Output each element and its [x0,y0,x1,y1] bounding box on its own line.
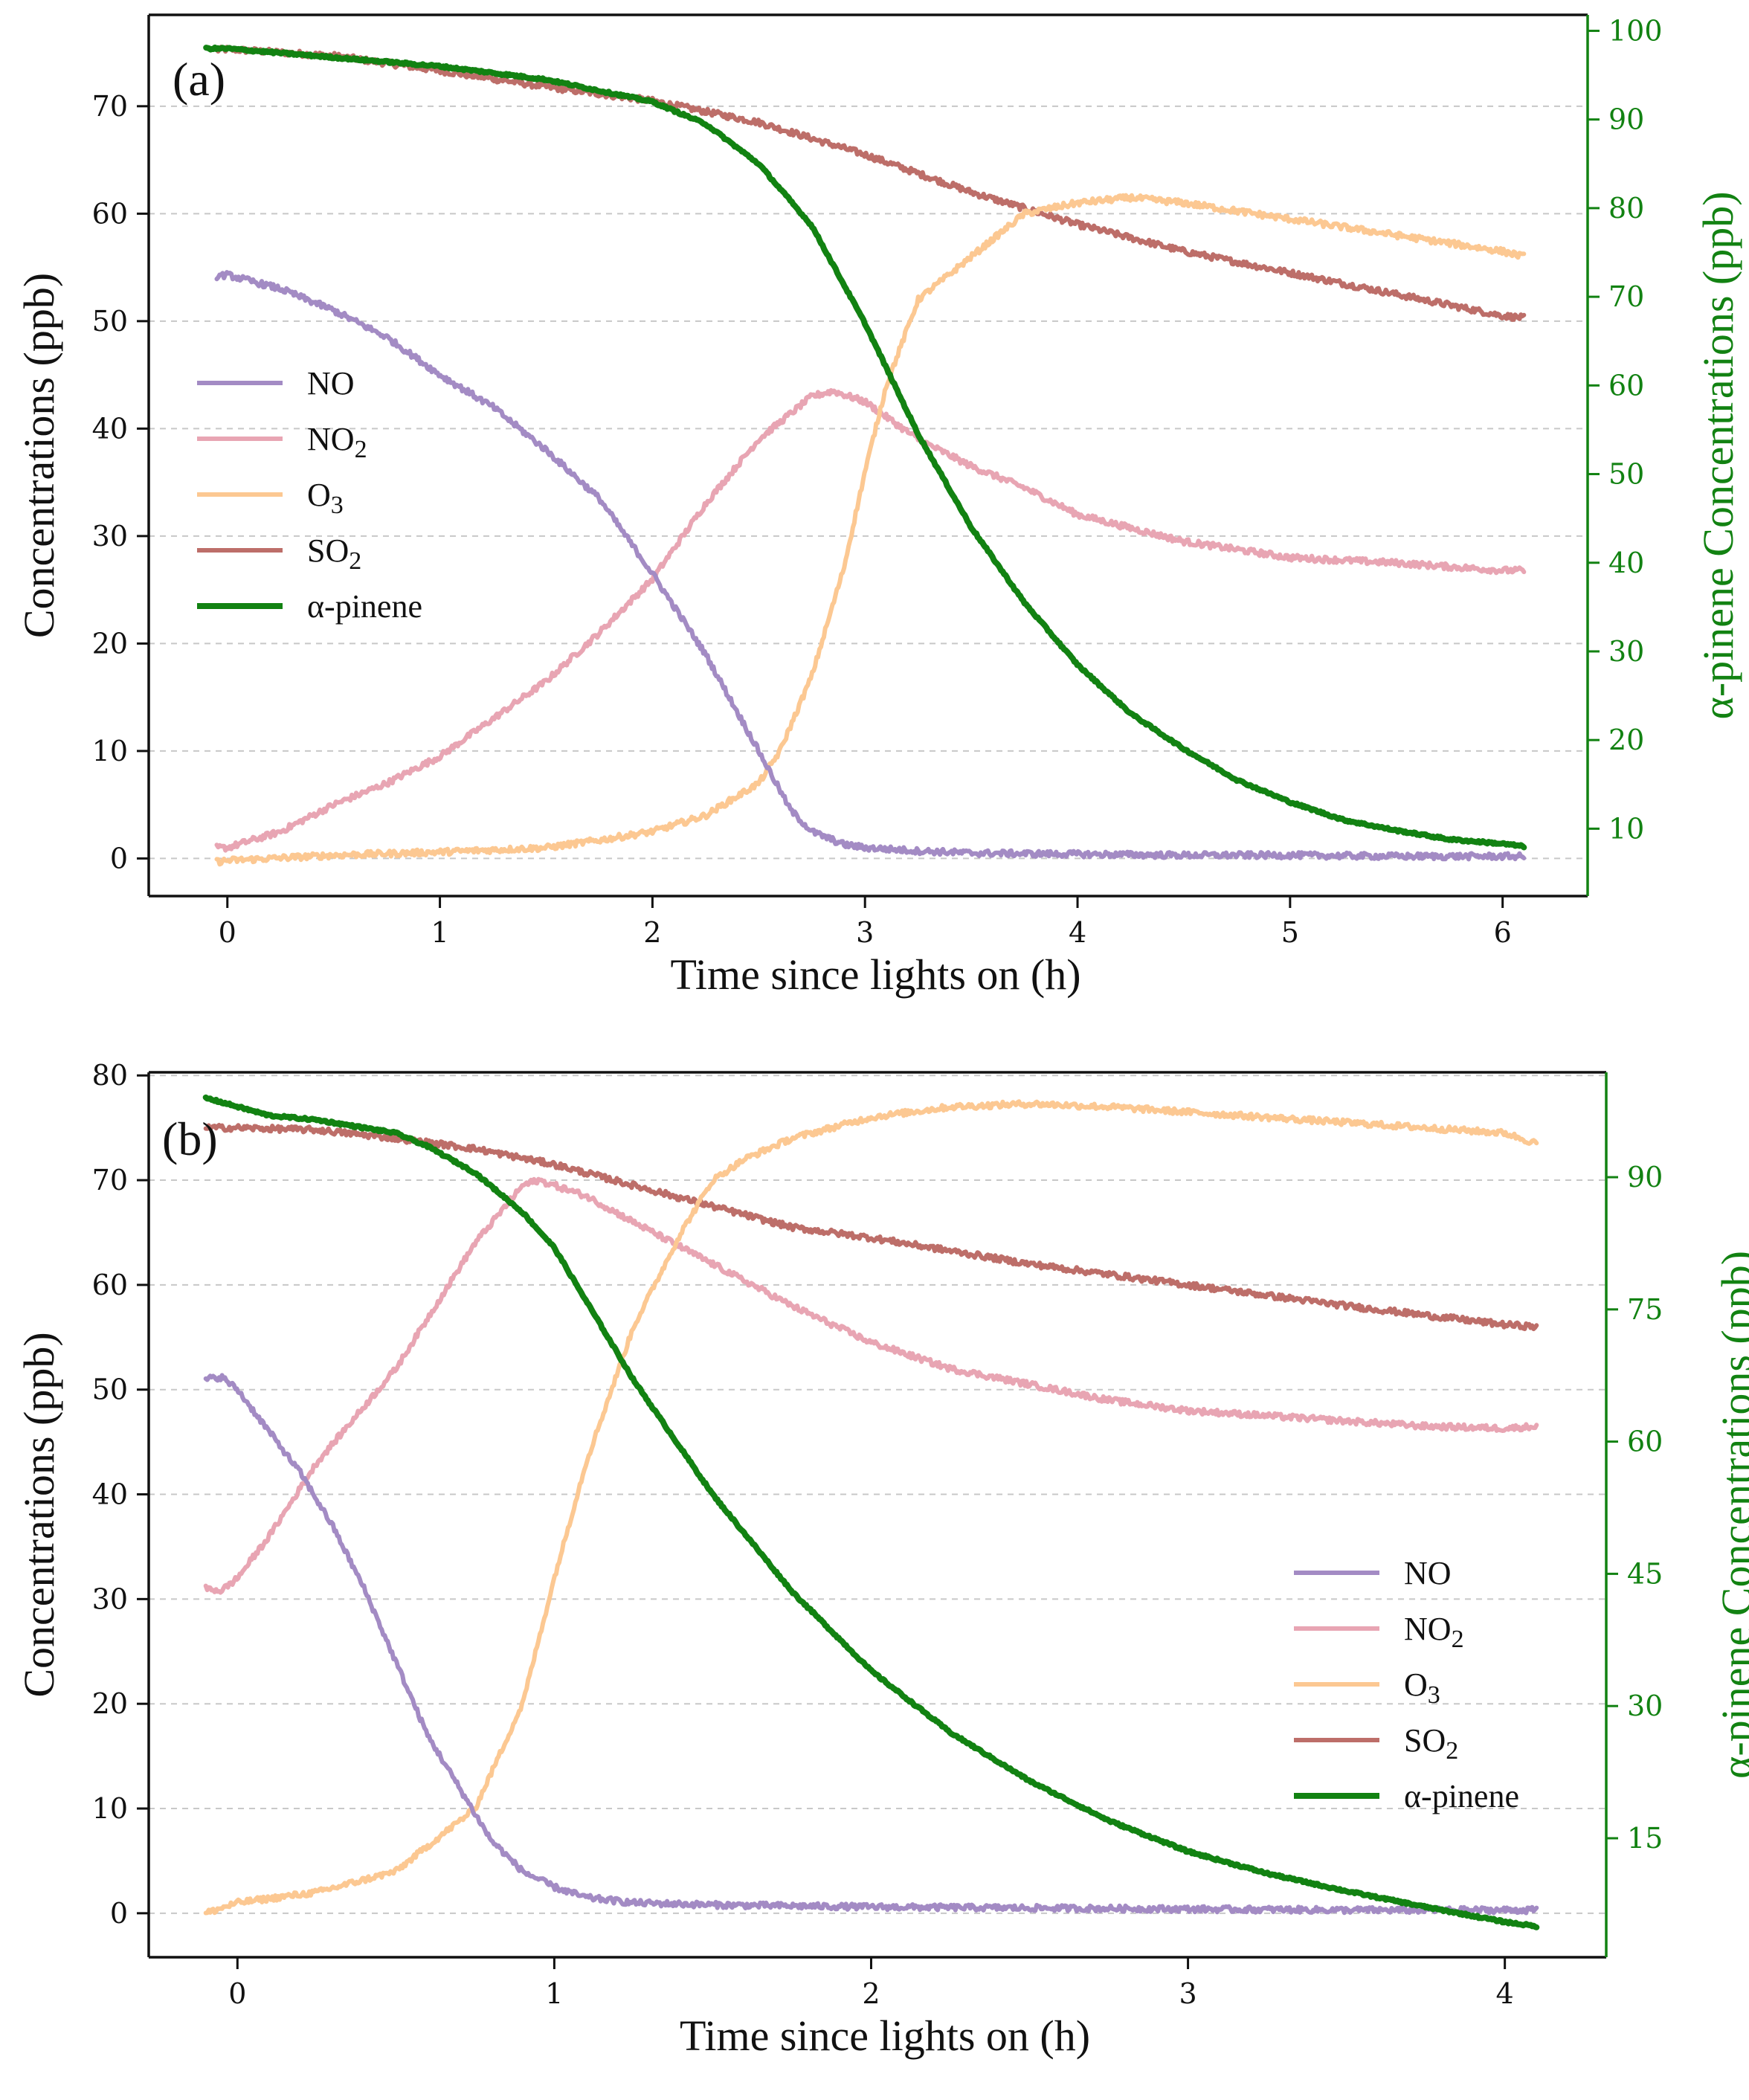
x-tick-label: 0 [219,916,236,949]
y-right-tick-label: 100 [1608,14,1663,47]
y-tick-label: 10 [92,1792,128,1825]
y-right-tick-label: 75 [1627,1293,1663,1326]
series-line-a-pinene [203,44,1527,851]
y-right-tick-label: 15 [1627,1822,1663,1855]
x-axis-title: Time since lights on (h) [670,950,1080,999]
y-right-axis-title: α-pinene Concentrations (ppb) [1694,191,1742,719]
x-tick-label: 3 [1179,1977,1196,2010]
legend-label: SO2 [307,532,361,575]
series-line-so2 [214,45,1527,322]
legend-label: NO2 [1404,1611,1464,1653]
y-right-tick-label: 30 [1608,635,1644,668]
y-right-tick-label: 60 [1627,1426,1663,1458]
x-tick-label: 1 [431,916,448,949]
y-tick-label: 30 [92,1582,128,1615]
panel-label: (a) [173,53,225,106]
x-tick-label: 6 [1494,916,1512,949]
y-right-tick-label: 80 [1608,192,1644,225]
legend-label: NO [307,365,355,402]
y-right-tick-label: 20 [1608,724,1644,756]
y-tick-label: 20 [92,627,128,660]
series-line-no2 [214,387,1527,853]
series-line-o3 [203,1099,1539,1916]
legend: NO NO2 O3 SO2 α-pinene [1294,1555,1519,1814]
y-right-tick-label: 90 [1627,1161,1663,1194]
x-tick-label: 5 [1281,916,1299,949]
legend-label: NO [1404,1555,1452,1591]
x-tick-label: 0 [228,1977,246,2010]
y-tick-label: 70 [92,1164,128,1196]
y-tick-label: 0 [110,1897,128,1930]
y-right-tick-label: 50 [1608,458,1644,491]
x-tick-label: 4 [1496,1977,1514,2010]
y-right-tick-label: 90 [1608,103,1644,136]
y-right-tick-label: 10 [1608,812,1644,845]
y-tick-label: 0 [110,842,128,875]
legend-label: α-pinene [1404,1778,1519,1814]
panel-a: 0 1 2 3 4 5 6010203040506070102030405060708090… [15,13,1742,999]
y-tick-label: 40 [92,1478,128,1511]
x-tick-label: 2 [643,916,661,949]
panel-label: (b) [162,1112,218,1165]
legend-label: α-pinene [307,588,422,625]
y-right-tick-label: 60 [1608,369,1644,402]
y-tick-label: 50 [92,305,128,338]
y-tick-label: 80 [92,1059,128,1092]
series-line-a-pinene [202,1094,1540,1930]
y-tick-label: 70 [92,90,128,123]
x-tick-label: 1 [545,1977,563,2010]
y-tick-label: 40 [92,412,128,445]
y-right-tick-label: 70 [1608,280,1644,313]
y-tick-label: 50 [92,1373,128,1406]
series-line-no [203,1373,1539,1916]
legend-label: O3 [1404,1666,1440,1709]
y-tick-label: 20 [92,1687,128,1720]
legend: NO NO2 O3 SO2 α-pinene [197,365,422,625]
x-tick-label: 4 [1069,916,1086,949]
legend-label: NO2 [307,421,367,463]
y-right-tick-label: 30 [1627,1690,1663,1722]
series-line-so2 [203,1123,1539,1332]
y-right-tick-label: 40 [1608,547,1644,579]
y-axis-title: Concentrations (ppb) [15,1332,63,1697]
y-right-tick-label: 45 [1627,1557,1663,1590]
legend-label: SO2 [1404,1722,1458,1765]
y-axis-title: Concentrations (ppb) [15,273,63,638]
legend-label: O3 [307,477,344,519]
series-line-o3 [214,193,1527,867]
y-tick-label: 60 [92,197,128,230]
x-tick-label: 3 [856,916,874,949]
series-line-no2 [203,1176,1539,1595]
series-line-no [214,270,1527,862]
y-tick-label: 10 [92,735,128,767]
y-tick-label: 60 [92,1269,128,1301]
y-right-axis-title: α-pinene Concentrations (ppb) [1713,1251,1749,1779]
y-tick-label: 30 [92,520,128,553]
x-tick-label: 2 [862,1977,880,2010]
x-axis-title: Time since lights on (h) [680,2012,1090,2060]
